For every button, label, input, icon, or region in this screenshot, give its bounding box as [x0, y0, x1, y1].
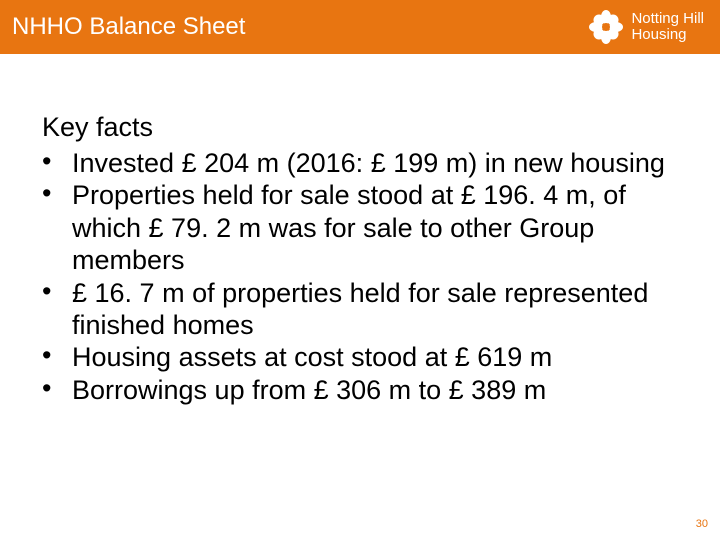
brand-text: Notting Hill Housing [631, 11, 704, 44]
brand-text-line1: Notting Hill [631, 11, 704, 28]
list-item: Properties held for sale stood at £ 196.… [72, 179, 678, 276]
brand-text-line2: Housing [631, 27, 704, 44]
slide-title: NHHO Balance Sheet [12, 13, 245, 41]
list-item: £ 16. 7 m of properties held for sale re… [72, 277, 678, 342]
flower-icon [589, 10, 623, 44]
bullet-list: Invested £ 204 m (2016: £ 199 m) in new … [42, 147, 678, 406]
slide-header: NHHO Balance Sheet Notting Hill Housing [0, 0, 720, 54]
list-item: Invested £ 204 m (2016: £ 199 m) in new … [72, 147, 678, 179]
brand-logo: Notting Hill Housing [589, 10, 704, 44]
list-item: Borrowings up from £ 306 m to £ 389 m [72, 374, 678, 406]
list-item: Housing assets at cost stood at £ 619 m [72, 341, 678, 373]
keyfacts-heading: Key facts [42, 112, 678, 143]
page-number: 30 [696, 518, 708, 530]
slide-body: Key facts Invested £ 204 m (2016: £ 199 … [0, 54, 720, 406]
